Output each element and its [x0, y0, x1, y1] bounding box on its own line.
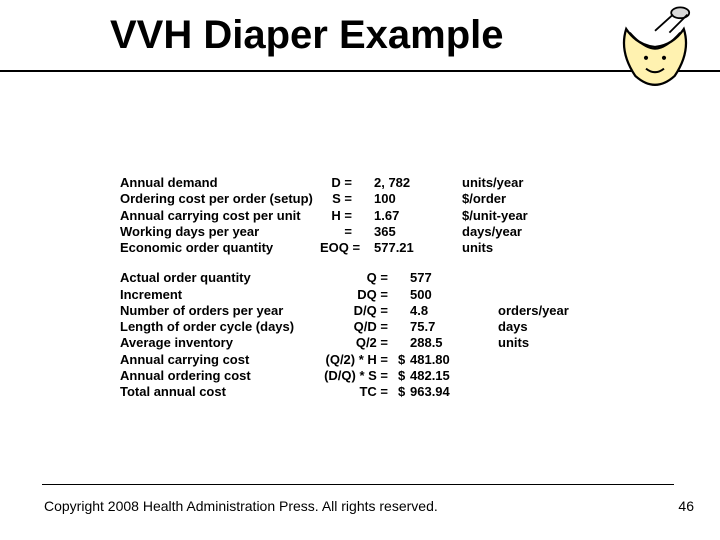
row-label: Actual order quantity	[120, 270, 320, 286]
row-unit: orders/year	[470, 303, 580, 319]
row-currency	[398, 287, 410, 303]
row-value: 75.7	[410, 319, 470, 335]
footer-rule	[42, 484, 674, 485]
row-symbol: Q/D =	[320, 319, 398, 335]
row-value: 100	[374, 191, 434, 207]
copyright: Copyright 2008 Health Administration Pre…	[44, 498, 438, 514]
row-label: Annual carrying cost per unit	[120, 208, 320, 224]
row-symbol: D/Q =	[320, 303, 398, 319]
table-row: IncrementDQ = 500	[120, 287, 580, 303]
row-symbol: D =	[320, 175, 362, 191]
page-number: 46	[678, 498, 694, 514]
row-symbol: TC =	[320, 384, 398, 400]
row-label: Increment	[120, 287, 320, 303]
row-label: Annual demand	[120, 175, 320, 191]
row-currency	[398, 270, 410, 286]
row-symbol: H =	[320, 208, 362, 224]
row-label: Number of orders per year	[120, 303, 320, 319]
row-unit: $/order	[434, 191, 544, 207]
data-table: Annual demandD =2, 782units/yearOrdering…	[120, 175, 580, 400]
table-row: Ordering cost per order (setup)S = 100$/o…	[120, 191, 580, 207]
row-value: 1.67	[374, 208, 434, 224]
table-row: Economic order quantityEOQ = 577.21units	[120, 240, 580, 256]
row-symbol: =	[320, 224, 362, 240]
row-symbol: (Q/2) * H =	[320, 352, 398, 368]
row-currency: $	[398, 352, 410, 368]
row-value: 481.80	[410, 352, 470, 368]
slide-title: VVH Diaper Example	[110, 13, 504, 58]
row-value: 577	[410, 270, 470, 286]
row-currency: $	[398, 368, 410, 384]
row-unit	[470, 352, 580, 368]
table-row: Length of order cycle (days)Q/D = 75.7day…	[120, 319, 580, 335]
row-unit	[470, 384, 580, 400]
row-label: Ordering cost per order (setup)	[120, 191, 320, 207]
row-currency	[362, 208, 374, 224]
row-value: 4.8	[410, 303, 470, 319]
row-value: 482.15	[410, 368, 470, 384]
row-label: Annual carrying cost	[120, 352, 320, 368]
row-unit	[470, 287, 580, 303]
table-row: Annual carrying cost per unitH = 1.67$/un…	[120, 208, 580, 224]
row-label: Total annual cost	[120, 384, 320, 400]
row-unit: units	[434, 240, 544, 256]
row-currency	[362, 224, 374, 240]
row-label: Average inventory	[120, 335, 320, 351]
row-symbol: S =	[320, 191, 362, 207]
row-symbol: Q =	[320, 270, 398, 286]
row-unit: units/year	[434, 175, 544, 191]
row-label: Economic order quantity	[120, 240, 320, 256]
table-row: Annual carrying cost(Q/2) * H =$481.80	[120, 352, 580, 368]
row-currency	[398, 303, 410, 319]
row-label: Working days per year	[120, 224, 320, 240]
row-unit: $/unit-year	[434, 208, 544, 224]
table-row: Total annual costTC =$963.94	[120, 384, 580, 400]
row-currency	[398, 335, 410, 351]
table-row: Annual ordering cost(D/Q) * S =$482.15	[120, 368, 580, 384]
row-label: Annual ordering cost	[120, 368, 320, 384]
row-currency	[398, 319, 410, 335]
row-currency	[362, 240, 374, 256]
table-row: Working days per year = 365days/year	[120, 224, 580, 240]
row-value: 2, 782	[374, 175, 434, 191]
table-row: Average inventoryQ/2 = 288.5units	[120, 335, 580, 351]
row-value: 500	[410, 287, 470, 303]
row-unit	[470, 270, 580, 286]
row-currency	[362, 175, 374, 191]
row-currency: $	[398, 384, 410, 400]
row-value: 365	[374, 224, 434, 240]
row-value: 963.94	[410, 384, 470, 400]
row-symbol: EOQ =	[320, 240, 362, 256]
row-label: Length of order cycle (days)	[120, 319, 320, 335]
row-symbol: (D/Q) * S =	[320, 368, 398, 384]
row-symbol: Q/2 =	[320, 335, 398, 351]
row-unit: units	[470, 335, 580, 351]
diaper-clipart	[610, 2, 700, 92]
row-unit	[470, 368, 580, 384]
table-row: Number of orders per yearD/Q = 4.8orders/…	[120, 303, 580, 319]
row-symbol: DQ =	[320, 287, 398, 303]
table-row: Annual demandD = 2, 782units/year	[120, 175, 580, 191]
row-value: 288.5	[410, 335, 470, 351]
table-row: Actual order quantityQ = 577	[120, 270, 580, 286]
row-currency	[362, 191, 374, 207]
row-unit: days	[470, 319, 580, 335]
row-value: 577.21	[374, 240, 434, 256]
row-unit: days/year	[434, 224, 544, 240]
